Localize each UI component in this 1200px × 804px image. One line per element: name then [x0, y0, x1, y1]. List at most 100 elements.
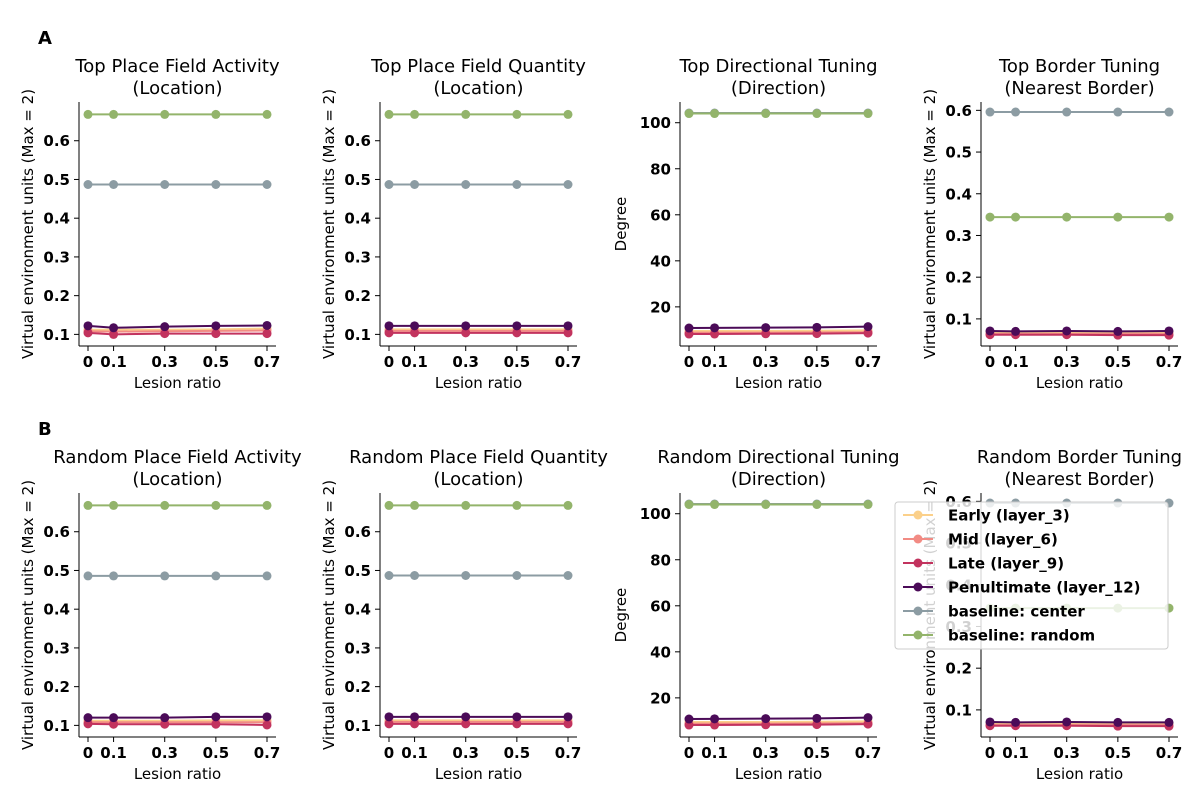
y-tick-label: 0.1: [43, 326, 70, 344]
data-point: [761, 323, 770, 332]
legend-marker: [914, 511, 923, 520]
x-axis-label: Lesion ratio: [134, 765, 221, 783]
x-axis-label: Lesion ratio: [1036, 374, 1123, 392]
data-point: [109, 180, 118, 189]
panel-1: Top Place Field Activity(Location) 0.1 0.2…: [19, 56, 280, 392]
data-point: [385, 501, 394, 510]
x-tick-label: 0: [384, 353, 394, 371]
data-point: [812, 323, 821, 332]
x-tick-label: 0.7: [254, 353, 281, 371]
x-tick-label: 0: [83, 353, 93, 371]
data-point: [1113, 213, 1122, 222]
x-tick-label: 0.3: [151, 744, 178, 762]
panel-6: Random Place Field Quantity(Location)0.1…: [320, 447, 608, 783]
panel-4: Top Border Tuning(Nearest Border)0.10.20…: [921, 56, 1182, 392]
data-point: [160, 501, 169, 510]
data-point: [761, 714, 770, 723]
data-point: [1165, 213, 1174, 222]
panel-subtitle: (Location): [433, 78, 523, 99]
data-point: [564, 712, 573, 721]
series-baseline-center: [84, 180, 272, 189]
data-point: [512, 712, 521, 721]
data-point: [864, 713, 873, 722]
panel-subtitle: (Direction): [731, 78, 826, 99]
y-tick-label: 0.2: [43, 287, 70, 305]
data-point: [84, 501, 93, 510]
panel-title: Top Place Field Activity: [74, 56, 280, 77]
data-point: [385, 321, 394, 330]
x-tick-label: 0.7: [855, 744, 882, 762]
data-point: [685, 109, 694, 118]
y-tick-label: 0.4: [344, 210, 371, 228]
x-tick-label: 0.3: [452, 744, 479, 762]
data-point: [812, 109, 821, 118]
data-point: [211, 571, 220, 580]
panel-subtitle: (Location): [132, 78, 222, 99]
legend-marker: [914, 559, 923, 568]
y-tick-label: 0.5: [43, 171, 70, 189]
panel-label-a: A: [38, 28, 52, 49]
x-tick-label: 0.7: [855, 353, 882, 371]
data-point: [812, 714, 821, 723]
data-point: [864, 109, 873, 118]
data-point: [864, 500, 873, 509]
x-tick-label: 0: [384, 744, 394, 762]
x-axis-label: Lesion ratio: [134, 374, 221, 392]
y-axis-label: Degree: [612, 197, 630, 252]
y-tick-label: 0.6: [344, 523, 371, 541]
x-tick-label: 0.7: [254, 744, 281, 762]
y-tick-label: 60: [650, 206, 671, 224]
y-tick-label: 20: [650, 298, 671, 316]
data-point: [84, 713, 93, 722]
x-tick-label: 0.1: [1002, 353, 1029, 371]
panel-subtitle: (Location): [132, 469, 222, 490]
x-tick-label: 0.1: [1002, 744, 1029, 762]
x-axis-label: Lesion ratio: [735, 765, 822, 783]
x-tick-label: 0: [684, 353, 694, 371]
data-point: [263, 180, 272, 189]
x-tick-label: 0.3: [452, 353, 479, 371]
data-point: [1113, 108, 1122, 117]
x-tick-label: 0.3: [151, 353, 178, 371]
x-tick-label: 0.5: [1105, 353, 1132, 371]
y-tick-label: 0.2: [344, 678, 371, 696]
data-point: [512, 321, 521, 330]
data-point: [564, 110, 573, 119]
data-point: [84, 180, 93, 189]
data-point: [461, 321, 470, 330]
data-point: [1062, 108, 1071, 117]
panel-title: Top Directional Tuning: [678, 56, 877, 77]
legend-label: baseline: random: [948, 627, 1095, 645]
data-point: [410, 321, 419, 330]
y-axis-label: Virtual environment units (Max = 2): [320, 480, 338, 750]
x-tick-label: 0: [985, 744, 995, 762]
data-point: [410, 110, 419, 119]
panel-label-b: B: [38, 419, 52, 440]
x-tick-label: 0.1: [701, 353, 728, 371]
x-axis-label: Lesion ratio: [435, 765, 522, 783]
panel-subtitle: (Direction): [731, 469, 826, 490]
series-baseline-random: [84, 110, 272, 119]
x-tick-label: 0.7: [555, 353, 582, 371]
data-point: [512, 571, 521, 580]
y-tick-label: 100: [640, 505, 671, 523]
data-point: [410, 712, 419, 721]
data-point: [1062, 213, 1071, 222]
data-point: [160, 110, 169, 119]
y-tick-label: 0.5: [344, 562, 371, 580]
data-point: [564, 321, 573, 330]
series-baseline-center: [84, 571, 272, 580]
data-point: [461, 501, 470, 510]
x-tick-label: 0.7: [555, 744, 582, 762]
x-tick-label: 0.5: [203, 353, 230, 371]
panel-title: Random Border Tuning: [977, 447, 1182, 468]
x-tick-label: 0.1: [100, 353, 127, 371]
panel-5: Random Place Field Activity(Location)0.1…: [19, 447, 302, 783]
y-tick-label: 0.5: [344, 171, 371, 189]
data-point: [109, 571, 118, 580]
data-point: [461, 571, 470, 580]
y-tick-label: 0.2: [945, 269, 972, 287]
data-point: [263, 571, 272, 580]
data-point: [1165, 718, 1174, 727]
